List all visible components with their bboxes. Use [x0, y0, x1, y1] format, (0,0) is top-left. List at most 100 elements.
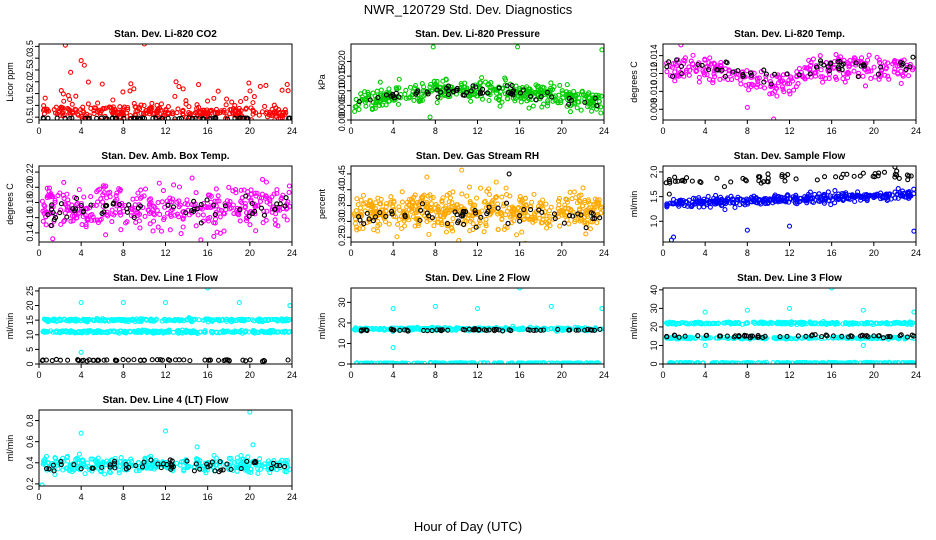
panel-title: Stan. Dev. Li-820 CO2	[114, 29, 217, 40]
data-point	[786, 88, 792, 94]
data-point	[598, 110, 604, 116]
data-point	[757, 360, 763, 364]
data-point	[833, 174, 839, 180]
data-point	[717, 333, 723, 339]
y-tick-label: 15	[25, 315, 35, 325]
data-point	[540, 327, 547, 333]
data-point	[136, 211, 143, 217]
data-point	[483, 327, 489, 333]
data-point	[435, 206, 441, 212]
series-1	[39, 410, 292, 486]
data-point	[207, 116, 213, 120]
data-point	[735, 194, 741, 200]
data-point	[149, 100, 155, 106]
data-point	[203, 316, 209, 322]
x-tick-label: 0	[348, 248, 353, 258]
data-point	[250, 100, 256, 106]
data-point	[563, 89, 570, 95]
data-point	[717, 76, 723, 82]
data-point	[728, 193, 734, 199]
data-point	[510, 212, 516, 218]
data-point	[500, 328, 506, 334]
series-2	[664, 54, 916, 87]
data-point	[263, 82, 269, 89]
data-point	[878, 190, 884, 196]
data-point	[823, 332, 829, 338]
data-point	[69, 115, 75, 120]
data-point	[398, 360, 404, 364]
data-point	[73, 93, 79, 99]
data-point	[269, 106, 275, 112]
data-point	[905, 73, 912, 79]
data-point	[271, 329, 277, 335]
data-point	[254, 190, 260, 196]
data-point	[268, 329, 274, 335]
data-point	[81, 194, 87, 200]
data-point	[94, 115, 100, 120]
x-tick-label: 8	[745, 248, 750, 258]
data-point	[277, 201, 283, 207]
data-point	[429, 215, 435, 221]
x-tick-label: 8	[121, 248, 126, 258]
series-1	[664, 186, 916, 242]
data-point	[79, 328, 85, 334]
y-tick-label: 5	[25, 347, 35, 352]
data-point	[486, 327, 492, 333]
data-point	[780, 78, 786, 84]
data-point	[388, 360, 394, 364]
data-point	[420, 327, 427, 333]
data-point	[132, 318, 138, 325]
data-point	[406, 197, 412, 203]
data-point	[676, 203, 682, 209]
data-point	[470, 327, 476, 333]
data-point	[527, 204, 533, 210]
data-point	[830, 65, 837, 71]
data-point	[71, 318, 77, 324]
data-point	[201, 107, 207, 113]
data-point	[664, 64, 670, 70]
data-point	[549, 94, 555, 100]
data-point	[394, 234, 400, 240]
data-point	[580, 185, 586, 191]
data-point	[219, 317, 225, 323]
data-point	[478, 214, 484, 220]
data-point	[455, 220, 461, 226]
data-point	[450, 88, 456, 94]
data-point	[445, 327, 451, 333]
data-point	[508, 212, 514, 218]
data-point	[772, 335, 778, 341]
x-tick-label: 16	[827, 248, 837, 258]
series-1	[39, 175, 292, 242]
data-point	[551, 360, 557, 364]
data-point	[865, 334, 871, 340]
data-point	[666, 320, 672, 326]
data-point	[233, 107, 239, 113]
data-point	[193, 190, 199, 196]
data-point	[852, 320, 859, 326]
data-point	[227, 107, 233, 113]
data-point	[876, 76, 882, 82]
data-point	[784, 333, 790, 339]
data-point	[736, 320, 742, 326]
data-point	[698, 320, 704, 326]
data-point	[495, 226, 501, 232]
panel-5: Stan. Dev. Gas Stream RH0 4 8 12 16 20 240.250…	[317, 151, 609, 258]
data-point	[582, 99, 588, 105]
y-tick-label: 30	[649, 303, 659, 313]
data-point	[566, 95, 572, 101]
data-point	[491, 360, 498, 364]
data-point	[477, 185, 484, 191]
data-point	[696, 79, 702, 85]
data-point	[574, 105, 580, 111]
data-point	[377, 201, 383, 207]
data-point	[286, 183, 292, 189]
data-point	[93, 105, 99, 111]
data-point	[74, 200, 80, 206]
data-point	[279, 316, 285, 322]
data-point	[103, 329, 109, 335]
data-point	[794, 199, 800, 205]
data-point	[791, 87, 797, 93]
data-point	[572, 217, 578, 223]
x-tick-label: 4	[703, 248, 708, 258]
data-point	[528, 93, 534, 99]
